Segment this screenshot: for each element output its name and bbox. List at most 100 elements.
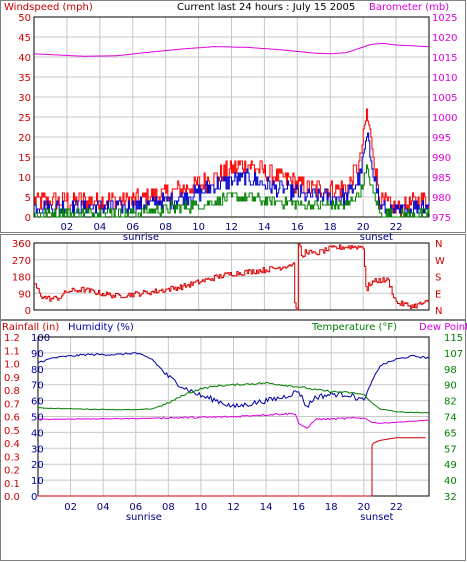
barometer-tick-label: 975 [432, 213, 451, 224]
rain-tick-label: 0.8 [4, 386, 20, 397]
rain-tick-label: 0.6 [4, 413, 20, 424]
chart-title: Current last 24 hours : July 15 2005 [177, 2, 355, 13]
humidity-tick-label: 90 [31, 349, 44, 360]
temperature-series [37, 382, 430, 414]
rain-tick-label: 1.2 [4, 333, 20, 344]
x-tick-label: 06 [129, 502, 142, 513]
x-tick-label: 02 [64, 502, 77, 513]
x-tick-label: 12 [227, 502, 240, 513]
direction-tick-label: 0 [25, 306, 31, 317]
x-tick-label: 12 [225, 222, 238, 233]
x-marker-label: sunrise [126, 512, 162, 523]
temperature-tick-label: 57 [444, 444, 457, 455]
windspeed-tick-label: 50 [18, 13, 31, 24]
x-tick-label: 20 [357, 502, 370, 513]
rain-tick-label: 0.2 [4, 466, 20, 477]
x-tick-label: 10 [192, 222, 205, 233]
x-tick-label: 10 [195, 502, 208, 513]
humidity-axis-title: Humidity (%) [68, 322, 134, 333]
x-tick-label: 14 [260, 502, 273, 513]
bottom-panel-frame [0, 320, 466, 561]
compass-tick-label: E [435, 289, 441, 300]
windspeed-axis-title: Windspeed (mph) [4, 2, 93, 13]
direction-tick-label: 360 [12, 239, 31, 250]
windspeed-tick-label: 35 [18, 73, 31, 84]
x-tick-label: 02 [61, 222, 74, 233]
wind-avg-series [34, 132, 430, 218]
barometer-series [33, 42, 429, 57]
x-tick-label: 18 [325, 502, 338, 513]
barometer-tick-label: 1025 [432, 13, 457, 24]
temperature-tick-label: 107 [444, 349, 463, 360]
humidity-tick-label: 0 [31, 492, 37, 503]
humidity-series [37, 352, 430, 409]
barometer-tick-label: 1015 [432, 53, 457, 64]
windspeed-tick-label: 40 [18, 53, 31, 64]
top-plot-area [33, 16, 430, 218]
x-tick-label: 20 [357, 222, 370, 233]
x-tick-label: 14 [258, 222, 271, 233]
humidity-tick-label: 20 [31, 460, 44, 471]
x-tick-label: 06 [126, 222, 139, 233]
dewpoint-axis-title: Dew Point [419, 322, 467, 333]
rain-tick-label: 1.0 [4, 360, 20, 371]
x-tick-label: 22 [390, 502, 403, 513]
x-marker-label: sunset [360, 232, 393, 243]
windspeed-barometer-chart: 0510152025303540455097598098599099510001… [18, 13, 457, 243]
barometer-tick-label: 1005 [432, 93, 457, 104]
rain-tick-label: 0.1 [4, 479, 20, 490]
barometer-tick-label: 1000 [432, 113, 457, 124]
temperature-tick-label: 49 [444, 460, 457, 471]
x-tick-label: 16 [291, 222, 304, 233]
rain-tick-label: 0.4 [4, 439, 20, 450]
barometer-tick-label: 985 [432, 173, 451, 184]
barometer-tick-label: 1020 [432, 33, 457, 44]
temperature-tick-label: 32 [444, 492, 457, 503]
rain-tick-label: 0.3 [4, 452, 20, 463]
windspeed-tick-label: 25 [18, 113, 31, 124]
x-marker-label: sunrise [123, 232, 159, 243]
temperature-tick-label: 115 [444, 333, 463, 344]
barometer-tick-label: 990 [432, 153, 451, 164]
barometer-tick-label: 980 [432, 193, 451, 204]
humidity-tick-label: 70 [31, 381, 44, 392]
humidity-tick-label: 30 [31, 444, 44, 455]
x-tick-label: 16 [292, 502, 305, 513]
humidity-tick-label: 60 [31, 397, 44, 408]
wind-gust-series [34, 108, 430, 218]
rain-tick-label: 0.7 [4, 399, 20, 410]
middle-plot-area [33, 242, 430, 311]
humidity-temperature-chart: 0 10 20 30 40 50 60 70 80 90 100 0.0 0.1 0.2 0.3 0.4 0.5… [4, 333, 463, 523]
temperature-tick-label: 40 [444, 476, 457, 487]
direction-tick-label: 90 [18, 289, 31, 300]
barometer-tick-label: 1010 [432, 73, 457, 84]
humidity-tick-label: 100 [31, 333, 50, 344]
top-panel-frame [0, 0, 466, 233]
windspeed-tick-label: 5 [25, 193, 31, 204]
temperature-axis-title: Temperature (°F) [311, 322, 397, 333]
windspeed-tick-label: 30 [18, 93, 31, 104]
temperature-tick-label: 98 [444, 365, 457, 376]
x-tick-label: 08 [159, 222, 172, 233]
middle-panel-frame [0, 234, 466, 320]
temperature-tick-label: 65 [444, 428, 457, 439]
humidity-tick-label: 10 [31, 476, 44, 487]
wind-direction-series [34, 243, 430, 311]
humidity-tick-label: 80 [31, 365, 44, 376]
x-tick-label: 08 [162, 502, 175, 513]
rain-tick-label: 0.5 [4, 426, 20, 437]
humidity-tick-label: 50 [31, 413, 44, 424]
x-marker-label: sunset [360, 512, 393, 523]
temperature-tick-label: 82 [444, 397, 457, 408]
direction-tick-label: 180 [12, 273, 31, 284]
wind-low-series [34, 164, 430, 218]
windspeed-tick-label: 15 [18, 153, 31, 164]
dewpoint-series [37, 412, 430, 429]
windspeed-tick-label: 20 [18, 133, 31, 144]
windspeed-tick-label: 0 [25, 213, 31, 224]
x-tick-label: 04 [97, 502, 110, 513]
compass-tick-label: W [435, 256, 445, 267]
